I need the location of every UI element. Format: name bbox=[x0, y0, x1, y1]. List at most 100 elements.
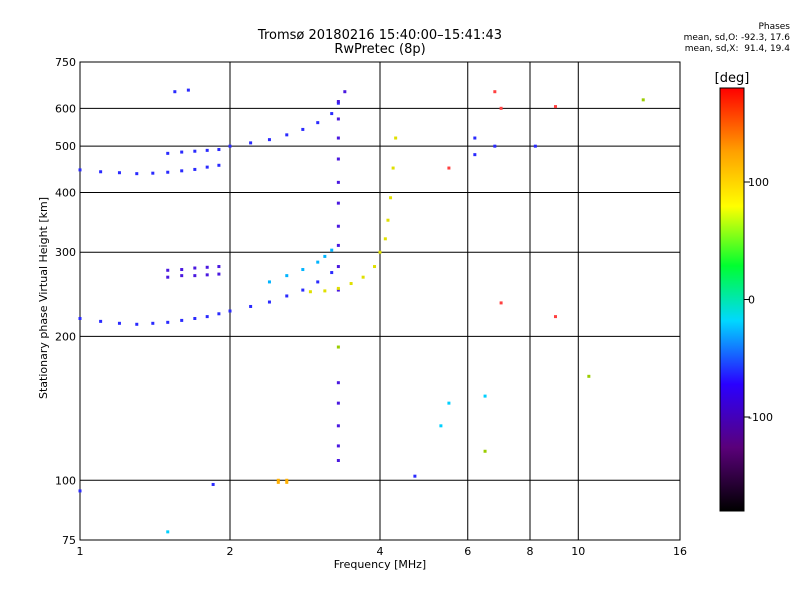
data-point bbox=[483, 394, 487, 398]
data-point bbox=[394, 136, 398, 140]
data-point bbox=[180, 268, 184, 272]
y-tick-label: 200 bbox=[55, 330, 76, 343]
phase-stats-x: mean, sd,X: 91.4, 19.4 bbox=[684, 44, 790, 54]
data-point bbox=[99, 170, 103, 174]
data-point bbox=[205, 265, 209, 269]
data-point bbox=[78, 316, 82, 320]
data-point bbox=[323, 289, 327, 293]
data-point bbox=[553, 315, 557, 319]
data-point bbox=[186, 88, 190, 92]
colorbar-label: [deg] bbox=[715, 71, 750, 86]
data-point bbox=[447, 166, 451, 170]
chart-title: Tromsø 20180216 15:40:00–15:41:43 bbox=[257, 28, 503, 43]
data-point bbox=[330, 271, 334, 275]
x-tick-label: 6 bbox=[464, 545, 471, 558]
data-point bbox=[493, 144, 497, 148]
data-point bbox=[193, 149, 197, 153]
data-point bbox=[336, 424, 340, 428]
y-tick-label: 75 bbox=[62, 534, 76, 547]
data-point bbox=[180, 150, 184, 154]
data-point bbox=[301, 127, 305, 131]
data-point bbox=[336, 101, 340, 105]
data-point bbox=[217, 272, 221, 276]
data-point bbox=[499, 106, 503, 110]
data-point bbox=[173, 90, 177, 94]
data-point bbox=[553, 105, 557, 109]
data-point bbox=[316, 280, 320, 284]
data-point bbox=[389, 196, 393, 200]
data-point bbox=[373, 265, 377, 269]
data-point bbox=[641, 98, 645, 102]
y-tick-labels: 75 100 200 300 400 500 600 750 bbox=[55, 56, 76, 547]
data-point bbox=[205, 165, 209, 169]
data-point bbox=[228, 144, 232, 148]
data-point bbox=[336, 180, 340, 184]
y-axis-label: Stationary phase Virtual Height [km] bbox=[37, 197, 50, 399]
data-point bbox=[336, 136, 340, 140]
data-point bbox=[587, 374, 591, 378]
data-point bbox=[135, 172, 139, 176]
data-point bbox=[180, 318, 184, 322]
data-point bbox=[343, 90, 347, 94]
data-point bbox=[267, 280, 271, 284]
data-point bbox=[301, 268, 305, 272]
data-point bbox=[336, 243, 340, 247]
y-tick-label: 750 bbox=[55, 56, 76, 69]
y-tick-label: 600 bbox=[55, 102, 76, 115]
data-point bbox=[447, 401, 451, 405]
colorbar-tick-label: 0 bbox=[748, 294, 755, 307]
data-point bbox=[483, 449, 487, 453]
data-point bbox=[78, 489, 82, 493]
x-tick-label: 4 bbox=[377, 545, 384, 558]
data-point bbox=[135, 322, 139, 326]
data-point bbox=[533, 144, 537, 148]
data-point bbox=[330, 248, 334, 252]
data-point bbox=[285, 478, 289, 482]
data-point bbox=[336, 100, 340, 104]
data-point bbox=[267, 138, 271, 142]
data-point bbox=[166, 170, 170, 174]
data-point bbox=[193, 274, 197, 278]
data-point bbox=[336, 286, 340, 290]
data-point bbox=[439, 424, 443, 428]
data-points bbox=[78, 88, 645, 534]
data-point bbox=[285, 294, 289, 298]
x-tick-label: 16 bbox=[673, 545, 687, 558]
data-point bbox=[336, 401, 340, 405]
data-point bbox=[205, 273, 209, 277]
x-tick-labels: 1 2 4 6 8 10 16 bbox=[77, 545, 688, 558]
phase-stats-heading: Phases bbox=[758, 22, 790, 32]
data-point bbox=[316, 121, 320, 125]
phase-stats-o: mean, sd,O: -92.3, 17.6 bbox=[683, 33, 790, 43]
data-point bbox=[323, 254, 327, 258]
data-point bbox=[276, 478, 280, 482]
data-point bbox=[166, 151, 170, 155]
data-point bbox=[361, 275, 365, 279]
data-point bbox=[217, 312, 221, 316]
data-point bbox=[473, 153, 477, 157]
data-point bbox=[378, 250, 382, 254]
data-point bbox=[308, 290, 312, 294]
data-point bbox=[301, 288, 305, 292]
data-point bbox=[166, 275, 170, 279]
data-point bbox=[151, 321, 155, 325]
data-point bbox=[499, 301, 503, 305]
data-point bbox=[336, 381, 340, 385]
data-point bbox=[336, 458, 340, 462]
x-tick-label: 2 bbox=[227, 545, 234, 558]
data-point bbox=[205, 148, 209, 152]
data-point bbox=[336, 345, 340, 349]
data-point bbox=[383, 237, 387, 241]
data-point bbox=[117, 321, 121, 325]
data-point bbox=[166, 530, 170, 534]
x-tick-label: 1 bbox=[77, 545, 84, 558]
data-point bbox=[249, 141, 253, 145]
data-point bbox=[336, 288, 340, 292]
data-point bbox=[349, 282, 353, 286]
data-point bbox=[180, 274, 184, 278]
data-point bbox=[336, 224, 340, 228]
chart-subtitle: RwPretec (8p) bbox=[334, 42, 426, 57]
data-point bbox=[336, 201, 340, 205]
data-point bbox=[78, 168, 82, 172]
data-point bbox=[211, 482, 215, 486]
